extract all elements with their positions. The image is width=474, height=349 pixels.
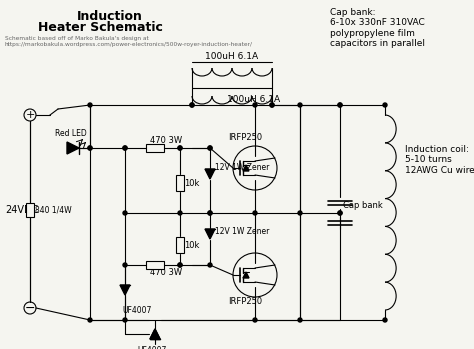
Polygon shape xyxy=(150,329,160,339)
Text: 12V 1W Zener: 12V 1W Zener xyxy=(215,227,269,236)
Polygon shape xyxy=(243,165,249,171)
Text: Cap bank:
6-10x 330nF 310VAC
polypropylene film
capacitors in parallel: Cap bank: 6-10x 330nF 310VAC polypropyle… xyxy=(330,8,425,48)
Text: Red LED: Red LED xyxy=(55,129,87,139)
Circle shape xyxy=(123,146,127,150)
Circle shape xyxy=(383,103,387,107)
Circle shape xyxy=(338,103,342,107)
Text: 12V 1W Zener: 12V 1W Zener xyxy=(215,163,269,172)
Text: −: − xyxy=(25,302,35,314)
Circle shape xyxy=(298,103,302,107)
Bar xyxy=(176,237,184,253)
Text: 840 1/4W: 840 1/4W xyxy=(35,206,72,215)
Circle shape xyxy=(178,211,182,215)
Circle shape xyxy=(383,318,387,322)
Text: IRFP250: IRFP250 xyxy=(228,133,262,142)
Text: 100uH 6.1A: 100uH 6.1A xyxy=(205,52,258,61)
Text: Induction: Induction xyxy=(77,10,143,23)
Circle shape xyxy=(88,103,92,107)
Circle shape xyxy=(338,211,342,215)
Polygon shape xyxy=(205,229,215,239)
Bar xyxy=(146,144,164,152)
Circle shape xyxy=(190,103,194,107)
Circle shape xyxy=(208,263,212,267)
Circle shape xyxy=(178,146,182,150)
Circle shape xyxy=(298,211,302,215)
Circle shape xyxy=(253,211,257,215)
Text: +: + xyxy=(25,110,35,120)
Text: Cap bank: Cap bank xyxy=(343,200,383,209)
Circle shape xyxy=(208,211,212,215)
Text: 10k: 10k xyxy=(184,240,200,250)
Bar xyxy=(146,261,164,269)
Text: 24VDC: 24VDC xyxy=(5,205,38,215)
Circle shape xyxy=(88,318,92,322)
Polygon shape xyxy=(67,142,79,154)
Text: 470 3W: 470 3W xyxy=(150,268,182,277)
Circle shape xyxy=(253,318,257,322)
Text: 470 3W: 470 3W xyxy=(150,136,182,145)
Polygon shape xyxy=(243,272,249,278)
Text: Schematic based off of Marko Bakula's design at
https://markobakula.wordpress.co: Schematic based off of Marko Bakula's de… xyxy=(5,36,253,47)
Bar xyxy=(176,175,184,191)
Circle shape xyxy=(270,103,274,107)
Circle shape xyxy=(88,146,92,150)
Polygon shape xyxy=(120,285,130,295)
Circle shape xyxy=(123,318,127,322)
Text: Heater Schematic: Heater Schematic xyxy=(37,21,163,34)
Text: UF4007: UF4007 xyxy=(137,346,166,349)
Circle shape xyxy=(178,263,182,267)
Circle shape xyxy=(88,146,92,150)
Circle shape xyxy=(123,263,127,267)
Circle shape xyxy=(208,146,212,150)
Circle shape xyxy=(338,103,342,107)
Circle shape xyxy=(298,318,302,322)
Circle shape xyxy=(208,146,212,150)
Circle shape xyxy=(338,211,342,215)
Polygon shape xyxy=(150,329,160,339)
Circle shape xyxy=(123,211,127,215)
Text: IRFP250: IRFP250 xyxy=(228,297,262,306)
Circle shape xyxy=(178,263,182,267)
Text: 100uH 6.1A: 100uH 6.1A xyxy=(227,95,280,104)
Circle shape xyxy=(123,146,127,150)
Text: 10k: 10k xyxy=(184,178,200,187)
Polygon shape xyxy=(205,169,215,179)
Text: UF4007: UF4007 xyxy=(122,306,151,315)
Circle shape xyxy=(178,146,182,150)
Circle shape xyxy=(270,103,274,107)
Bar xyxy=(26,203,34,217)
Circle shape xyxy=(208,211,212,215)
Text: Induction coil:
5-10 turns
12AWG Cu wire: Induction coil: 5-10 turns 12AWG Cu wire xyxy=(405,145,474,175)
Circle shape xyxy=(190,103,194,107)
Circle shape xyxy=(253,103,257,107)
